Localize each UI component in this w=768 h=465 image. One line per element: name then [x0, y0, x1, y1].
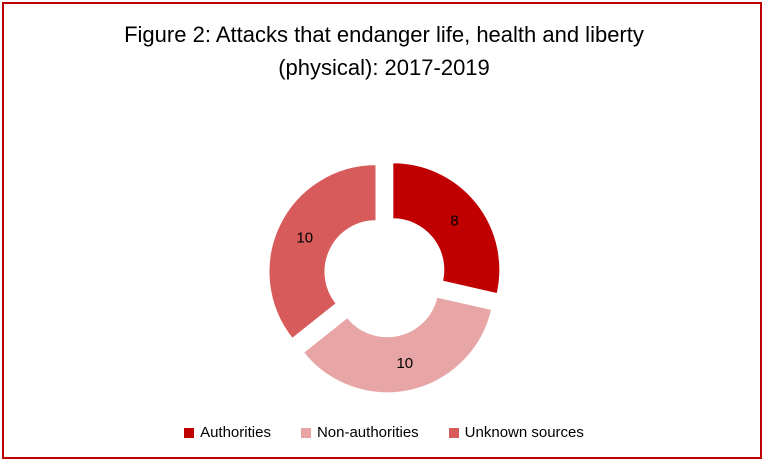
chart-title-line-2: (physical): 2017-2019 [278, 55, 490, 80]
legend-swatch [448, 427, 459, 438]
slice-authorities [392, 162, 501, 295]
slice-unknown-sources [268, 164, 377, 340]
legend-swatch [300, 427, 311, 438]
chart-title-line-1: Figure 2: Attacks that endanger life, he… [124, 22, 644, 47]
data-label-authorities: 8 [450, 213, 458, 230]
data-label-unknown-sources: 10 [296, 229, 313, 246]
legend-item-unknown-sources: Unknown sources [448, 424, 584, 441]
slice-non-authorities [302, 296, 493, 394]
legend-item-authorities: Authorities [184, 424, 271, 441]
legend-label: Authorities [200, 424, 271, 441]
legend-item-non-authorities: Non-authorities [300, 424, 419, 441]
legend-label: Unknown sources [464, 424, 584, 441]
data-label-non-authorities: 10 [396, 355, 413, 372]
legend-label: Non-authorities [316, 424, 419, 441]
chart-legend: Authorities Non-authorities Unknown source… [0, 424, 768, 441]
legend-swatch [184, 427, 195, 438]
chart-title: Figure 2: Attacks that endanger life, he… [60, 18, 708, 84]
